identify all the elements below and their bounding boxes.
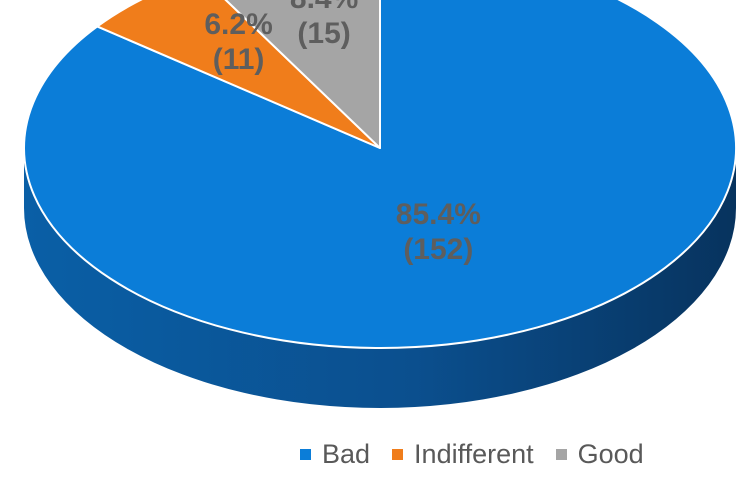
legend-swatch xyxy=(300,448,311,460)
pie-slice-bad xyxy=(23,0,737,349)
pie-slice-good xyxy=(224,0,381,149)
legend-swatch xyxy=(555,448,567,460)
legend-item-bad: Bad xyxy=(300,439,370,470)
data-label-count: (152) xyxy=(403,233,474,267)
legend-item-good: Good xyxy=(555,438,644,470)
data-label-percent: 6.2% xyxy=(204,8,273,42)
data-label-good: 8.4%(15) xyxy=(290,0,358,51)
data-label-bad: 85.4% (152) xyxy=(396,197,481,267)
legend: Bad Indifferent Good xyxy=(300,436,666,472)
pie-side-wall xyxy=(24,148,736,408)
legend-label: Indifferent xyxy=(414,438,534,469)
data-label-percent: 8.4% xyxy=(290,0,358,16)
data-label-count: (11) xyxy=(212,43,265,77)
legend-label: Bad xyxy=(322,438,371,469)
data-label-indifferent: 6.2% (11) xyxy=(204,7,272,77)
legend-swatch xyxy=(392,448,404,460)
legend-label: Good xyxy=(577,438,644,469)
data-label-percent: 85.4% xyxy=(395,198,481,232)
pie-slice-indifferent xyxy=(96,0,381,149)
data-label-count: (15) xyxy=(297,17,351,51)
legend-item-indifferent: Indifferent xyxy=(392,439,534,470)
